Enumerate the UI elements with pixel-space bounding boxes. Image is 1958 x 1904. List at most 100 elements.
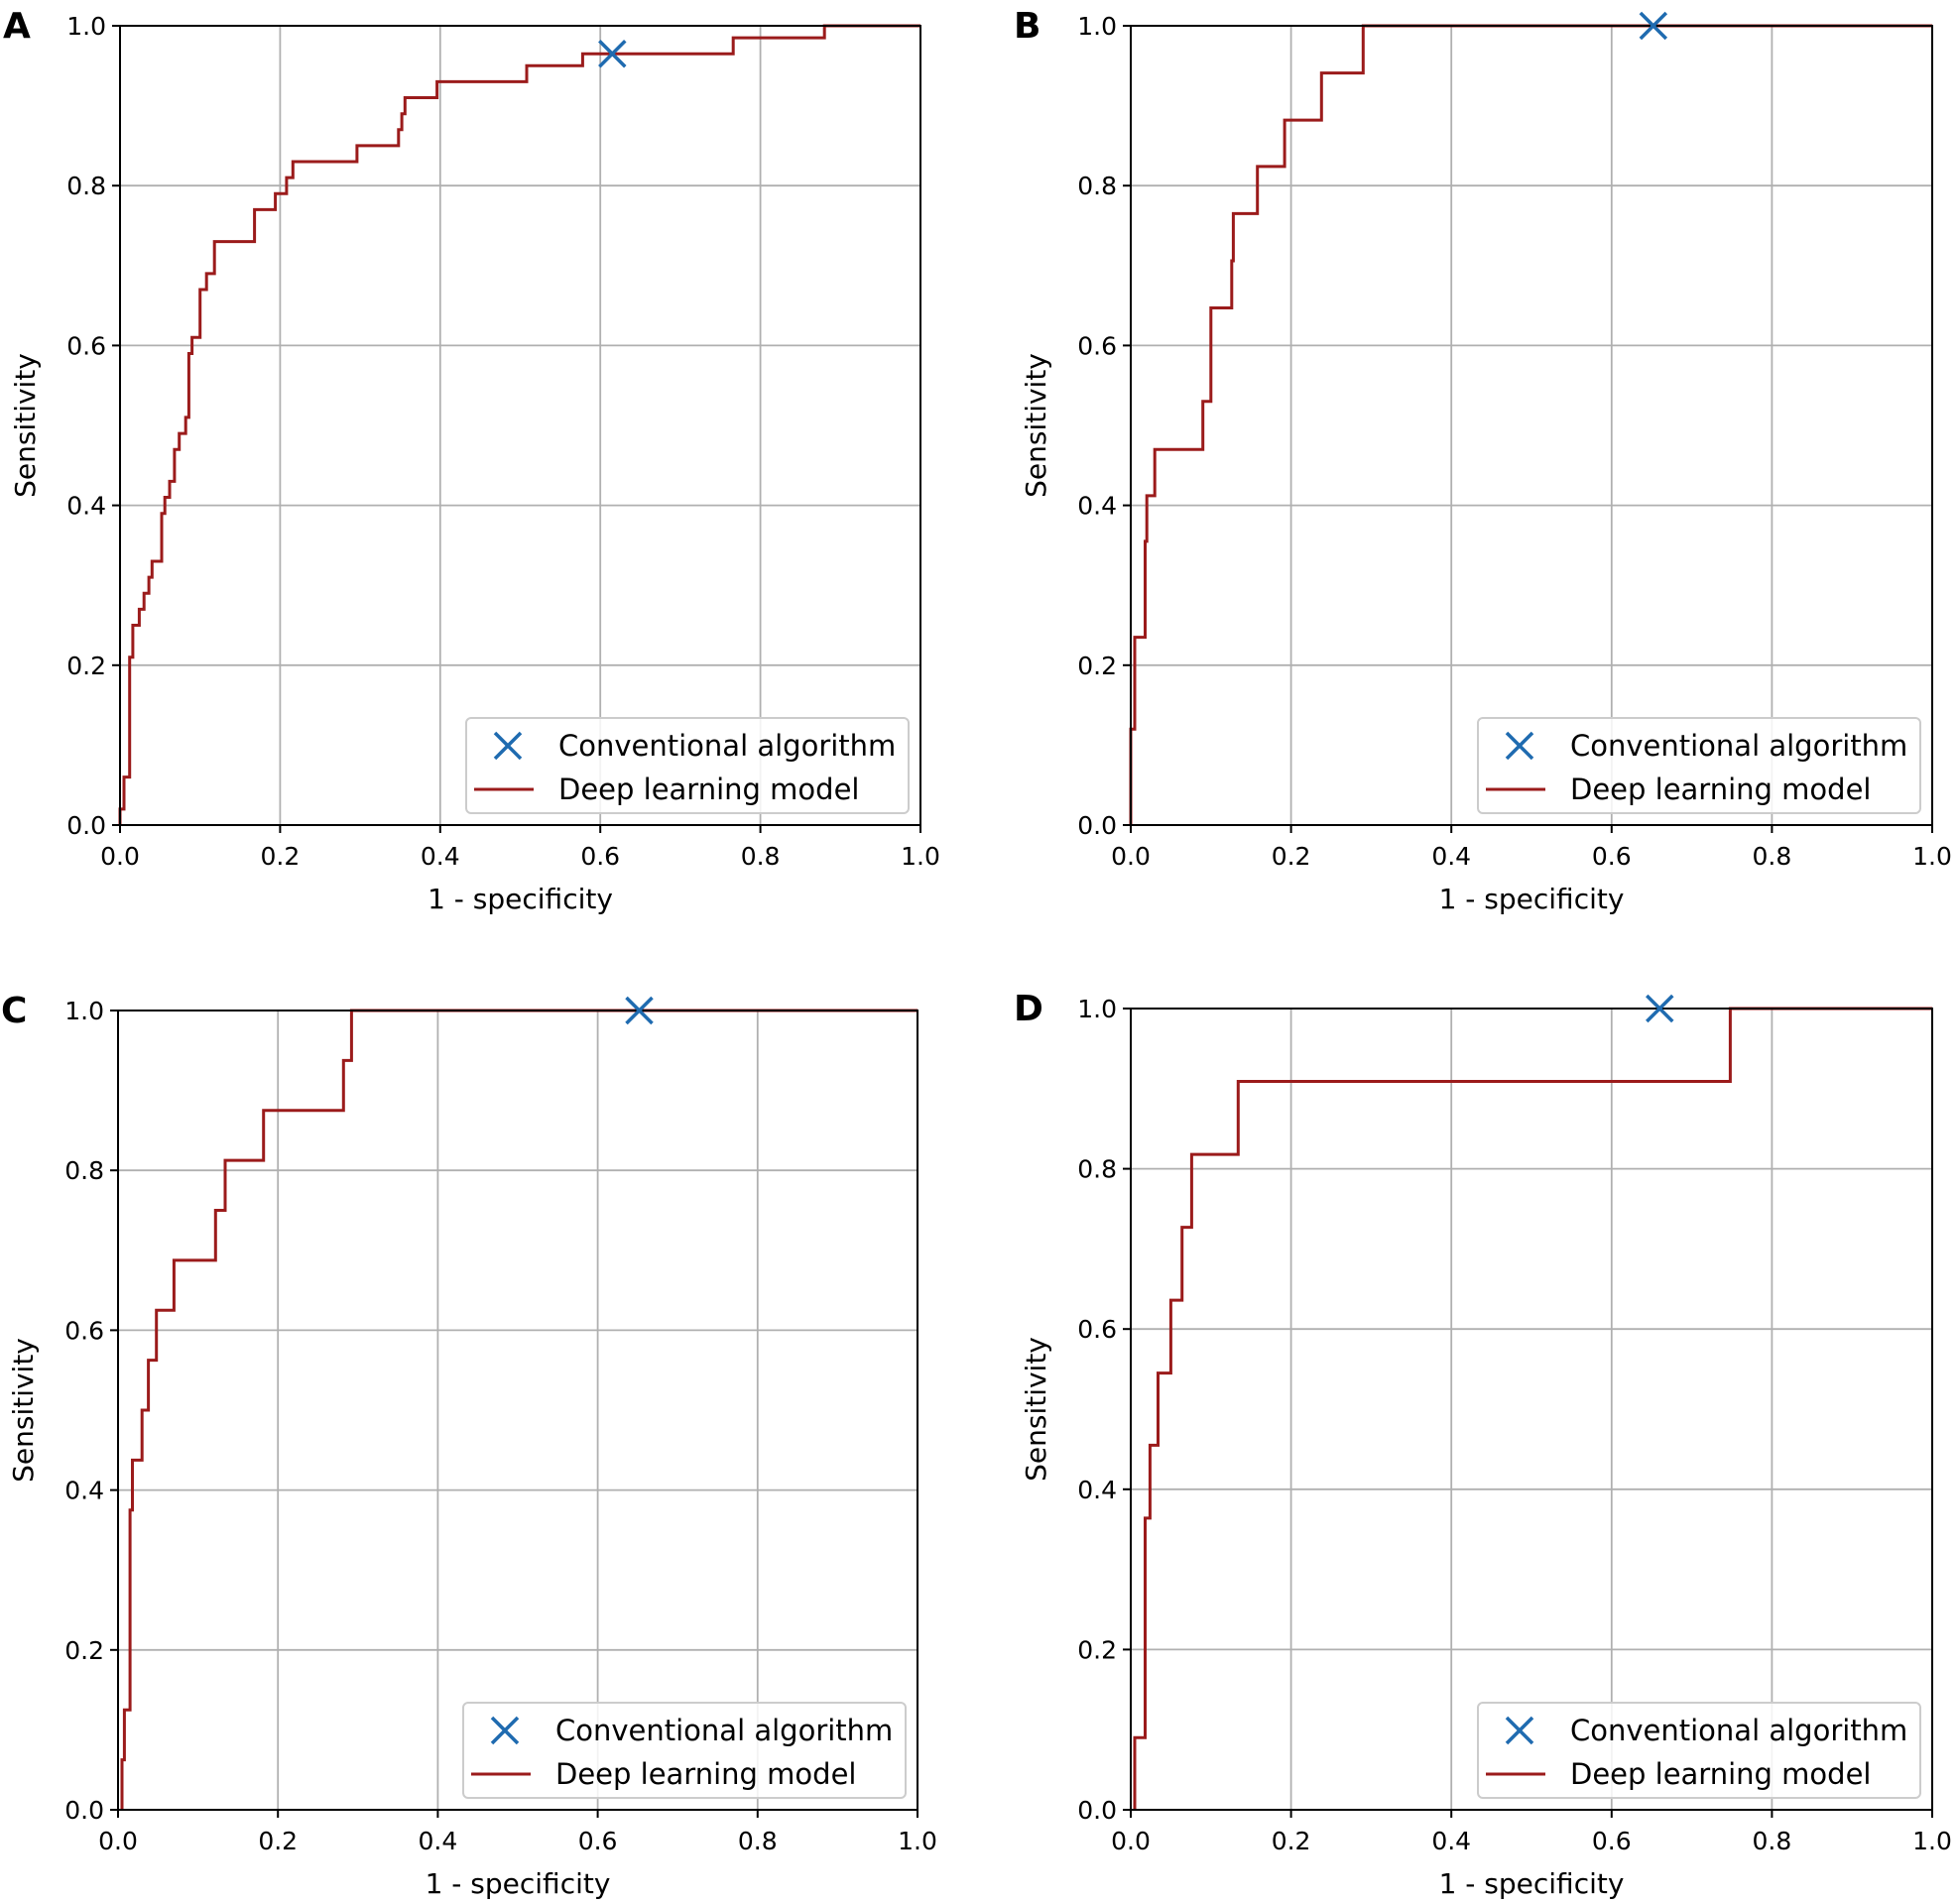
x-tick-label: 0.0 [1111,842,1151,871]
y-tick-label: 0.6 [64,1316,104,1345]
panel-letter: C [1,991,27,1031]
conventional-algorithm-marker [1639,11,1668,41]
y-axis-label: Sensitivity [1020,1337,1052,1482]
legend-marker-icon [490,1716,520,1745]
plot-frame [117,1010,918,1811]
plot-frame [1130,25,1933,826]
marker-stroke [625,996,654,1025]
y-tick-label: 0.4 [64,1477,104,1505]
legend: Conventional algorithm Deep learning mode… [1477,1702,1921,1799]
x-tick-label: 0.0 [98,1827,138,1855]
x-tick-label: 1.0 [898,1827,937,1855]
plot-frame [1130,1008,1933,1811]
y-tick-label: 0.8 [66,172,106,200]
panel-c: 0.0 0.2 0.4 0.6 0.8 1.0 0.0 0.2 0.4 0.6 0.8 1.0 1 - … [1,991,937,1900]
x-tick-label: 0.8 [1753,842,1792,871]
legend: Conventional algorithm Deep learning mode… [1477,717,1921,814]
roc-curve-deep-learning [1129,24,1932,825]
x-tick-label: 0.8 [738,1827,778,1855]
y-tick-label: 1.0 [64,997,104,1025]
conventional-algorithm-marker [1646,994,1674,1023]
y-tick-label: 1.0 [66,12,106,41]
x-tick-label: 0.4 [1431,1827,1471,1855]
x-axis-label: 1 - specificity [426,1867,611,1900]
x-tick-label: 1.0 [1912,1827,1952,1855]
y-tick-label: 0.4 [1077,1476,1117,1504]
y-tick-label: 0.8 [1077,1155,1117,1184]
legend-marker-icon [493,731,523,761]
y-tick-label: 0.6 [1077,331,1117,360]
y-tick-label: 0.0 [1077,1796,1117,1825]
x-tick-label: 0.2 [261,842,301,871]
y-tick-label: 0.6 [1077,1315,1117,1344]
marker-stroke [1646,994,1674,1023]
x-tick-label: 0.4 [419,1827,458,1855]
y-tick-label: 0.0 [1077,811,1117,840]
x-tick-label: 0.8 [741,842,781,871]
x-tick-label: 0.6 [578,1827,618,1855]
y-axis-label: Sensitivity [9,353,42,498]
legend: Conventional algorithm Deep learning mode… [462,1702,907,1799]
x-tick-label: 0.4 [1431,842,1471,871]
marker-stroke [1639,11,1668,41]
legend-box [462,1702,907,1799]
x-tick-label: 0.0 [100,842,140,871]
panel-a: 0.0 0.2 0.4 0.6 0.8 1.0 0.0 0.2 0.4 0.6 0.8 1.0 1 - … [3,6,940,915]
x-axis-label: 1 - specificity [1439,883,1625,915]
x-axis-label: 1 - specificity [428,883,613,915]
y-tick-label: 0.2 [64,1636,104,1665]
legend: Conventional algorithm Deep learning mode… [465,717,910,814]
y-tick-label: 0.2 [1077,1635,1117,1664]
x-tick-label: 0.2 [1272,842,1311,871]
y-tick-label: 0.6 [66,331,106,360]
panel-b: 0.0 0.2 0.4 0.6 0.8 1.0 0.0 0.2 0.4 0.6 0.8 1.0 1 - … [1014,6,1952,915]
legend-entry-deep-learning: Deep learning model [555,1757,856,1791]
y-tick-label: 0.8 [1077,172,1117,200]
y-tick-label: 0.4 [1077,492,1117,521]
x-tick-label: 0.0 [1111,1827,1151,1855]
y-tick-label: 0.4 [66,492,106,521]
legend-entry-conventional: Conventional algorithm [1570,729,1907,763]
conventional-algorithm-marker [598,39,627,68]
legend-entry-deep-learning: Deep learning model [558,773,859,806]
legend-entry-deep-learning: Deep learning model [1570,1757,1871,1791]
legend-entry-conventional: Conventional algorithm [558,729,896,763]
x-tick-label: 0.4 [421,842,460,871]
panel-letter: D [1014,989,1043,1029]
panel-letter: A [3,6,31,47]
x-axis-label: 1 - specificity [1439,1867,1625,1900]
y-tick-label: 1.0 [1077,995,1117,1023]
legend-box [465,717,910,814]
legend-box [1477,717,1921,814]
x-tick-label: 0.6 [580,842,620,871]
legend-marker-icon [1505,731,1534,761]
y-axis-label: Sensitivity [1020,353,1052,498]
x-tick-label: 0.2 [258,1827,298,1855]
roc-curve-deep-learning [1133,1007,1932,1810]
y-tick-label: 0.2 [1077,652,1117,680]
y-tick-label: 0.0 [66,811,106,840]
x-tick-label: 0.6 [1592,842,1632,871]
conventional-algorithm-marker [625,996,654,1025]
panel-letter: B [1014,6,1040,47]
legend-box [1477,1702,1921,1799]
roc-curve-deep-learning [120,1009,918,1810]
x-tick-label: 0.2 [1272,1827,1311,1855]
x-tick-label: 0.6 [1592,1827,1632,1855]
x-tick-label: 0.8 [1753,1827,1792,1855]
y-tick-label: 0.2 [66,652,106,680]
legend-entry-deep-learning: Deep learning model [1570,773,1871,806]
roc-curve-deep-learning [118,24,920,825]
y-tick-label: 1.0 [1077,12,1117,41]
x-tick-label: 1.0 [1912,842,1952,871]
legend-entry-conventional: Conventional algorithm [555,1714,893,1747]
plot-frame [119,25,921,826]
y-tick-label: 0.0 [64,1796,104,1825]
marker-stroke [598,39,627,68]
panel-d: 0.0 0.2 0.4 0.6 0.8 1.0 0.0 0.2 0.4 0.6 0.8 1.0 1 - … [1014,989,1952,1900]
y-axis-label: Sensitivity [7,1338,40,1483]
y-tick-label: 0.8 [64,1156,104,1185]
legend-entry-conventional: Conventional algorithm [1570,1714,1907,1747]
x-tick-label: 1.0 [901,842,940,871]
